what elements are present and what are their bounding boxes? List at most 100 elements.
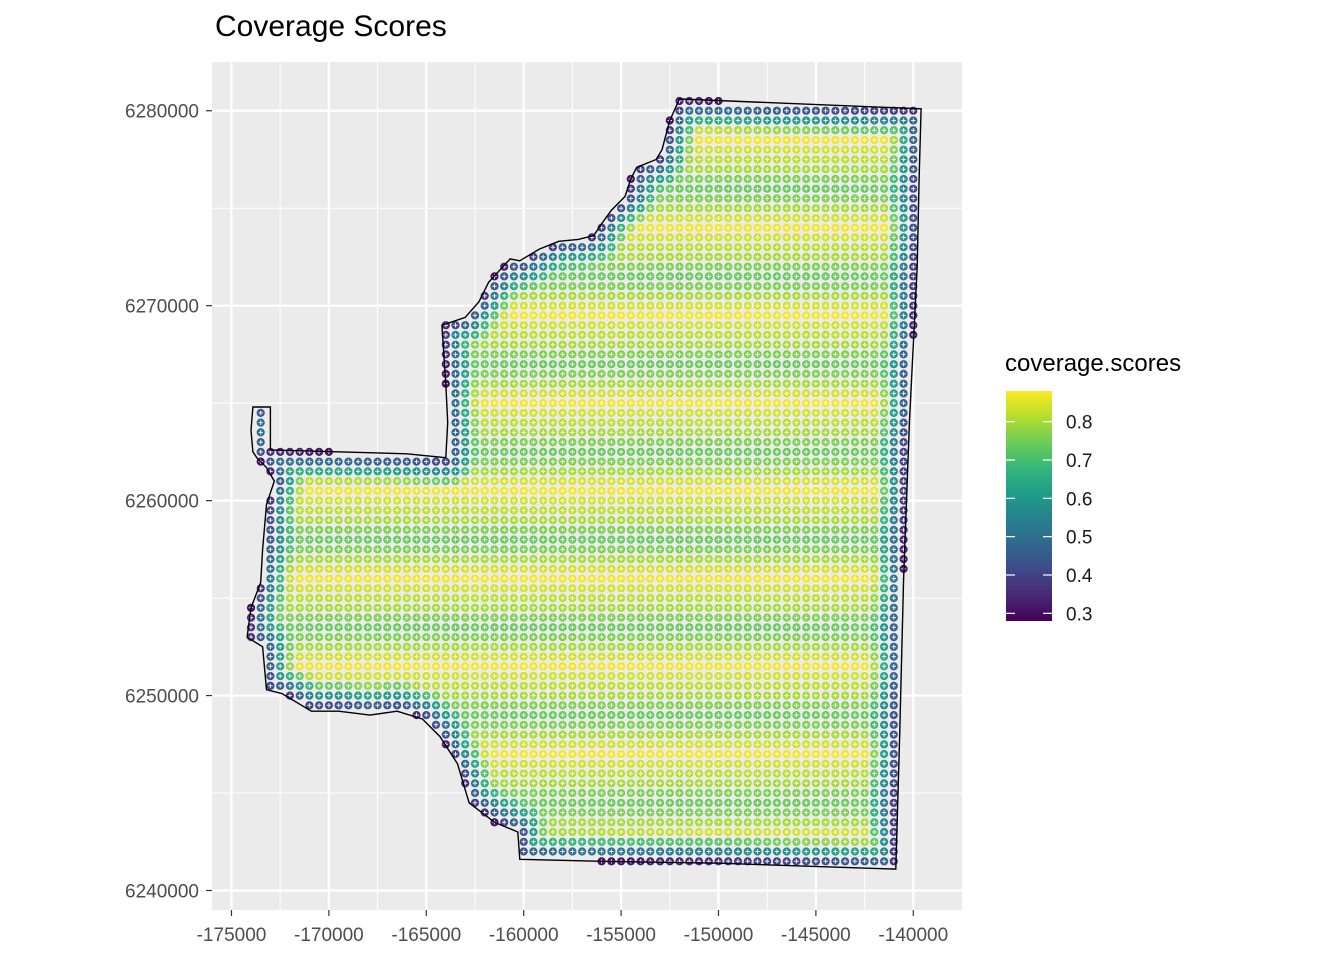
data-point (850, 779, 859, 788)
data-point (685, 350, 694, 359)
data-point (607, 252, 616, 261)
data-point (334, 672, 343, 681)
data-point (373, 477, 382, 486)
data-point (694, 184, 704, 193)
data-point (354, 613, 363, 622)
data-point (743, 135, 752, 145)
data-point (665, 399, 674, 408)
data-point (675, 291, 684, 300)
data-point (509, 701, 518, 710)
data-point (802, 321, 811, 330)
data-point (880, 545, 889, 554)
data-point (802, 135, 811, 145)
data-point (529, 408, 538, 417)
data-point (870, 135, 879, 145)
data-point (607, 428, 616, 437)
data-point (539, 827, 548, 837)
data-point (656, 564, 665, 573)
data-point (617, 291, 626, 300)
data-point (519, 282, 528, 291)
data-point (724, 282, 733, 291)
data-point (636, 672, 645, 681)
data-point (694, 759, 704, 768)
data-point (870, 545, 879, 554)
data-point (529, 282, 538, 291)
data-point (821, 233, 830, 242)
data-point (568, 662, 577, 671)
data-point (870, 223, 879, 232)
data-point (656, 467, 665, 476)
data-point (772, 262, 781, 271)
data-point (490, 681, 499, 690)
data-point (675, 701, 684, 710)
data-point (841, 321, 850, 330)
data-point (607, 720, 616, 729)
data-point (665, 223, 674, 232)
data-point (402, 477, 411, 486)
data-point (587, 672, 596, 681)
data-point (539, 681, 548, 690)
data-point (831, 418, 840, 427)
data-point (607, 779, 616, 788)
data-point (441, 681, 450, 690)
data-point (500, 701, 509, 710)
data-point (714, 749, 723, 759)
chart-title: Coverage Scores (215, 10, 447, 43)
data-point (626, 594, 635, 603)
data-point (646, 788, 655, 798)
data-point (665, 379, 674, 388)
data-point (811, 749, 820, 759)
data-point (811, 174, 820, 184)
data-point (831, 243, 840, 252)
data-point (704, 311, 713, 320)
data-point (841, 798, 850, 807)
data-point (324, 603, 333, 612)
data-point (675, 525, 684, 534)
data-point (675, 711, 684, 720)
data-point (850, 174, 859, 184)
data-point (480, 701, 489, 710)
data-point (665, 262, 674, 271)
data-point (753, 360, 762, 369)
data-point (607, 701, 616, 710)
data-point (772, 564, 781, 573)
data-point (646, 798, 655, 807)
data-point (617, 798, 626, 807)
data-point (792, 252, 801, 261)
data-point (694, 408, 704, 417)
data-point (714, 145, 723, 154)
data-point (704, 330, 713, 339)
data-point (324, 672, 333, 681)
data-point (889, 711, 898, 720)
data-point (694, 516, 704, 525)
data-point (344, 516, 353, 525)
data-point (461, 711, 470, 720)
data-point (850, 282, 859, 291)
data-point (821, 194, 830, 203)
data-point (782, 379, 791, 388)
data-point (529, 457, 538, 466)
data-point (558, 681, 567, 690)
data-point (431, 691, 441, 700)
data-point (587, 808, 596, 817)
data-point (811, 262, 820, 271)
data-point (802, 711, 811, 720)
data-point (548, 623, 557, 632)
data-point (295, 613, 304, 622)
data-point (870, 681, 879, 690)
data-point (617, 555, 626, 564)
data-point (607, 477, 616, 486)
data-point (402, 603, 411, 612)
data-point (461, 740, 470, 749)
data-point (636, 788, 645, 798)
data-point (568, 477, 577, 486)
data-point (772, 282, 781, 291)
data-point (899, 525, 908, 534)
data-point (539, 730, 548, 739)
data-point (305, 613, 314, 622)
data-point (578, 681, 587, 690)
data-point (656, 594, 665, 603)
data-point (422, 691, 431, 700)
data-point (656, 749, 665, 759)
data-point (519, 301, 528, 310)
